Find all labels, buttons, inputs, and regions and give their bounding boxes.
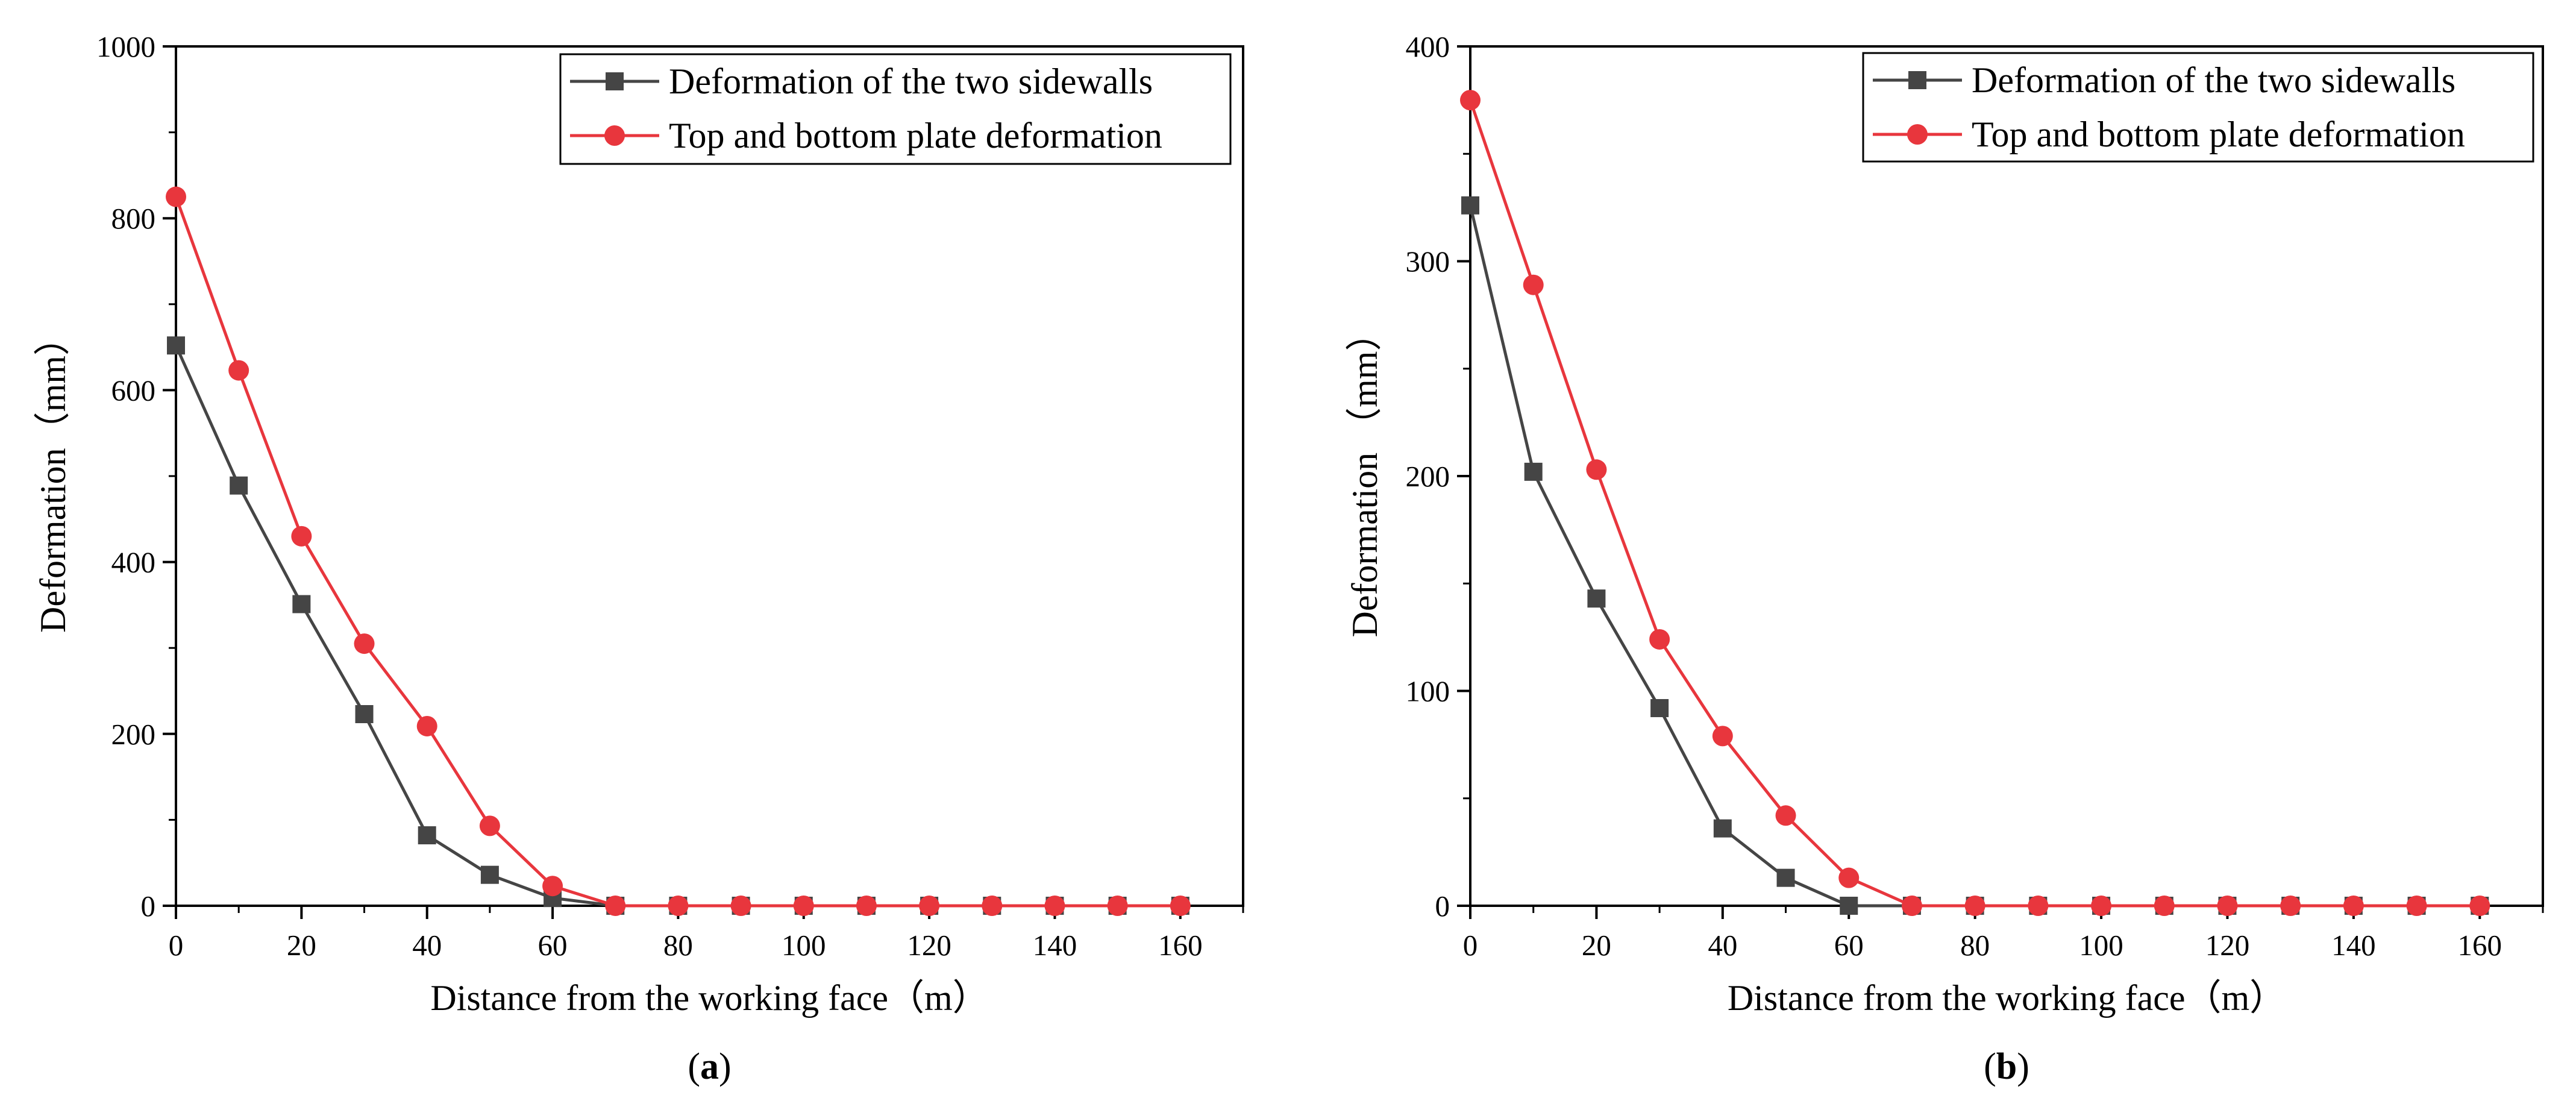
chart-a-point-top-bottom — [1044, 896, 1065, 916]
chart-a-point-top-bottom — [166, 186, 186, 207]
chart-a-x-tick-label: 80 — [663, 929, 693, 962]
chart-a-point-top-bottom — [856, 896, 877, 916]
chart-b-y-axis-title: Deformation （mm） — [1345, 315, 1385, 638]
chart-a-panel-label: (a) — [688, 1046, 731, 1087]
chart-a-x-axis-title: Distance from the working face（m） — [430, 978, 988, 1018]
chart-b-point-sidewalls — [1776, 868, 1795, 887]
chart-b-point-sidewalls — [1587, 589, 1606, 608]
chart-a-point-sidewalls — [355, 705, 374, 724]
chart-panel-b: 0 20 40 60 80 100 120 140 160 0 100 200 300 400 Distan… — [1345, 30, 2544, 1087]
chart-a-x-tick-label: 120 — [907, 929, 951, 962]
chart-a-point-top-bottom — [793, 896, 814, 916]
chart-panel-a: 0 20 40 60 80 100 120 140 160 0 200 400 600 800 1000 Di… — [33, 30, 1244, 1087]
chart-a-x-tick-label: 140 — [1033, 929, 1077, 962]
chart-b-y-tick-label: 400 — [1406, 30, 1450, 63]
chart-a-point-top-bottom — [919, 896, 940, 916]
chart-b-point-sidewalls — [1461, 196, 1479, 215]
chart-a-point-top-bottom — [605, 896, 626, 916]
chart-a-y-tick-label: 600 — [111, 374, 156, 407]
chart-b-legend-marker-sidewalls — [1908, 71, 1926, 89]
chart-a-point-top-bottom — [982, 896, 1003, 916]
chart-b-point-top-bottom — [2154, 896, 2175, 916]
chart-b-x-axis-title: Distance from the working face（m） — [1728, 978, 2286, 1018]
chart-b-y-tick-label: 0 — [1435, 889, 1450, 923]
chart-a-point-sidewalls — [480, 865, 499, 884]
chart-a-y-tick-label: 0 — [141, 889, 156, 923]
chart-b-x-tick-label: 80 — [1960, 929, 1990, 962]
chart-b-x-tick-label: 100 — [2079, 929, 2123, 962]
chart-b-point-sidewalls — [1713, 819, 1732, 838]
chart-a-legend-label-sidewalls: Deformation of the two sidewalls — [669, 61, 1153, 101]
chart-a-x-tick-label: 100 — [782, 929, 826, 962]
chart-b-x-tick-label: 140 — [2331, 929, 2376, 962]
chart-a-point-sidewalls — [167, 336, 185, 355]
chart-b-point-sidewalls — [1840, 897, 1858, 915]
chart-b-point-top-bottom — [2406, 896, 2427, 916]
chart-b-x-tick-label: 160 — [2458, 929, 2502, 962]
chart-b-point-top-bottom — [1649, 629, 1670, 650]
chart-b-x-tick-label: 20 — [1582, 929, 1611, 962]
chart-b-y-tick-label: 100 — [1406, 675, 1450, 708]
chart-b-point-top-bottom — [1586, 459, 1607, 480]
chart-b-legend-box — [1862, 52, 2534, 163]
chart-a-y-tick-label: 1000 — [96, 30, 155, 63]
chart-a-point-top-bottom — [291, 525, 312, 547]
chart-b-x-tick-label: 60 — [1834, 929, 1864, 962]
chart-a-point-top-bottom — [1170, 896, 1191, 916]
chart-b-point-top-bottom — [1901, 896, 1922, 916]
chart-a-legend-marker-sidewalls — [606, 72, 624, 90]
chart-b-point-top-bottom — [1523, 274, 1544, 295]
chart-a-point-sidewalls — [292, 595, 311, 613]
chart-b-point-top-bottom — [2280, 896, 2301, 916]
chart-b-point-top-bottom — [2028, 896, 2049, 916]
chart-b-x-tick-label: 120 — [2205, 929, 2250, 962]
chart-a-x-tick-label: 60 — [538, 929, 568, 962]
chart-a-point-sidewalls — [418, 826, 436, 845]
chart-a-legend-label-top-bottom: Top and bottom plate deformation — [669, 116, 1162, 155]
chart-a-y-tick-label: 800 — [111, 202, 156, 235]
chart-a-y-tick-label: 200 — [111, 718, 156, 751]
chart-a-legend-marker-top-bottom — [604, 125, 625, 146]
chart-b-point-top-bottom — [1964, 896, 1985, 916]
chart-b-point-top-bottom — [1712, 726, 1733, 747]
chart-a-point-top-bottom — [668, 896, 689, 916]
chart-a-point-top-bottom — [354, 633, 375, 654]
chart-b-legend-marker-top-bottom — [1907, 124, 1928, 145]
chart-b-panel-label: (b) — [1984, 1046, 2029, 1087]
chart-b-y-tick-label: 200 — [1406, 460, 1450, 493]
chart-a-legend-box — [559, 53, 1232, 165]
chart-a-point-top-bottom — [542, 876, 563, 897]
chart-a-point-top-bottom — [479, 815, 500, 836]
chart-a-x-tick-label: 20 — [287, 929, 316, 962]
chart-a-point-sidewalls — [230, 476, 248, 495]
chart-b-point-sidewalls — [1524, 462, 1543, 481]
chart-b-point-top-bottom — [1838, 867, 1860, 888]
chart-a-y-axis-title: Deformation（mm） — [33, 319, 73, 633]
chart-a-point-top-bottom — [730, 896, 751, 916]
chart-b-legend-label-sidewalls: Deformation of the two sidewalls — [1972, 60, 2455, 100]
chart-b-y-tick-label: 300 — [1406, 245, 1450, 278]
chart-b-legend: Deformation of the two sidewalls Top and … — [1862, 52, 2534, 163]
chart-a-legend: Deformation of the two sidewalls Top and … — [559, 53, 1232, 165]
chart-b-point-top-bottom — [2217, 896, 2238, 916]
chart-b-point-top-bottom — [1460, 90, 1481, 111]
chart-b-x-tick-label: 40 — [1708, 929, 1737, 962]
chart-b-point-top-bottom — [1775, 805, 1796, 826]
chart-b-point-top-bottom — [2469, 896, 2490, 916]
chart-a-x-tick-label: 160 — [1158, 929, 1203, 962]
chart-a-y-tick-label: 400 — [111, 546, 156, 579]
chart-a-point-top-bottom — [416, 715, 437, 736]
chart-b-point-top-bottom — [2343, 896, 2364, 916]
chart-b-point-sidewalls — [1650, 699, 1669, 718]
chart-a-point-top-bottom — [1107, 896, 1128, 916]
chart-b-x-tick-label: 0 — [1463, 929, 1478, 962]
chart-b-point-top-bottom — [2091, 896, 2112, 916]
chart-a-point-top-bottom — [228, 360, 249, 381]
chart-a-x-tick-label: 40 — [412, 929, 442, 962]
chart-a-x-tick-label: 0 — [169, 929, 184, 962]
chart-b-legend-label-top-bottom: Top and bottom plate deformation — [1972, 115, 2465, 154]
